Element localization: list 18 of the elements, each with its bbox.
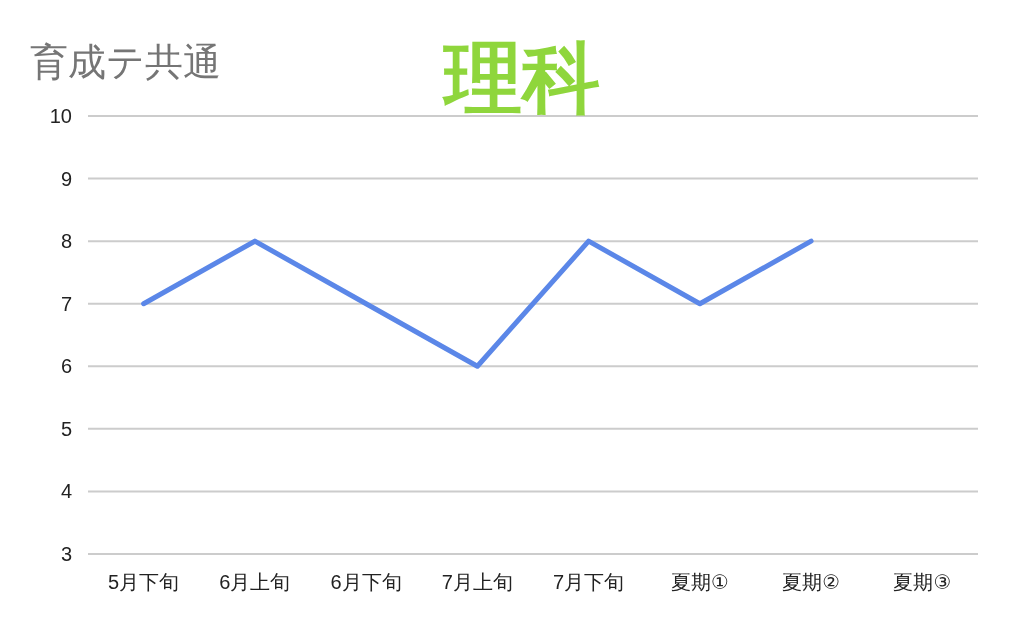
x-tick-label: 6月下旬	[330, 571, 402, 593]
chart-title: 理科	[442, 34, 600, 122]
x-tick-label: 夏期①	[670, 571, 729, 593]
y-tick-label: 5	[60, 417, 72, 440]
y-tick-label: 3	[60, 543, 72, 565]
y-tick-label: 7	[60, 292, 72, 315]
chart-subtitle: 育成テ共通	[30, 41, 221, 83]
x-tick-label: 6月上旬	[219, 571, 291, 593]
y-tick-label: 6	[60, 355, 72, 378]
x-tick-label: 5月下旬	[108, 571, 180, 593]
x-tick-label: 7月下旬	[553, 571, 625, 593]
x-tick-label: 夏期③	[893, 571, 952, 593]
x-tick-label: 7月上旬	[441, 571, 513, 593]
y-tick-label: 4	[60, 480, 72, 503]
y-tick-label: 10	[49, 105, 72, 127]
y-tick-label: 9	[60, 167, 72, 190]
x-tick-label: 夏期②	[782, 571, 841, 593]
y-tick-label: 8	[60, 230, 72, 253]
